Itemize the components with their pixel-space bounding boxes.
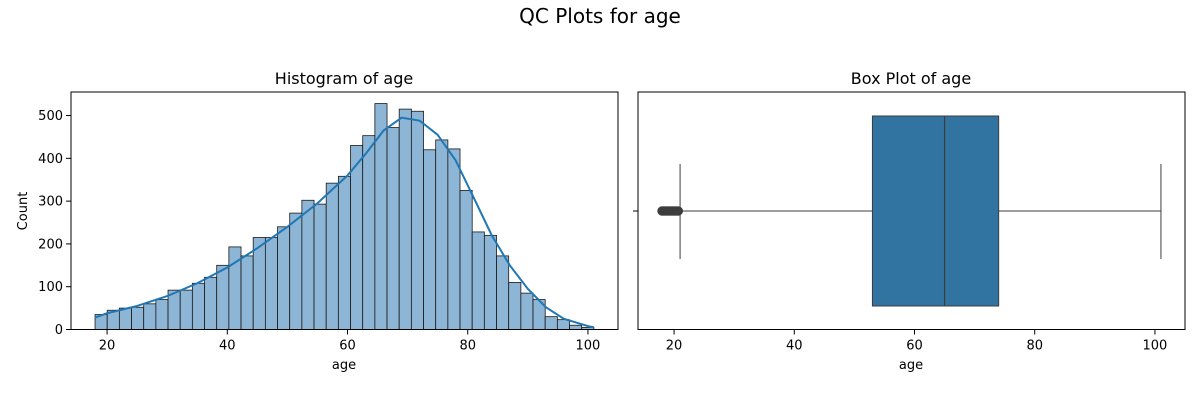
boxplot-panel: Box Plot of age 20 40 60 80 100 age xyxy=(633,69,1186,373)
histogram-bar xyxy=(520,292,534,330)
histogram-y-tick-label: 100 xyxy=(38,280,63,295)
histogram-y-tick-label: 500 xyxy=(38,109,63,124)
histogram-x-tick-label: 40 xyxy=(219,339,236,354)
boxplot-x-tick-label: 20 xyxy=(666,339,683,354)
histogram-bar xyxy=(447,148,461,330)
boxplot-x-label: age xyxy=(899,358,923,373)
histogram-title: Histogram of age xyxy=(275,69,413,88)
histogram-bar xyxy=(301,199,315,330)
boxplot-x-ticks: 20 40 60 80 100 xyxy=(666,329,1168,354)
outlier-point xyxy=(673,206,684,216)
histogram-x-ticks: 20 40 60 80 100 xyxy=(99,329,601,354)
histogram-bar xyxy=(264,237,278,330)
histogram-bar xyxy=(313,203,327,330)
figure-title: QC Plots for age xyxy=(519,4,681,28)
histogram-bar xyxy=(337,175,351,330)
histogram-bar xyxy=(118,307,132,330)
histogram-panel: Histogram of age 20 40 60 80 100 0 100 200 300 4… xyxy=(16,69,619,373)
histogram-bar xyxy=(508,282,522,330)
histogram-bar xyxy=(131,306,145,330)
histogram-bar xyxy=(423,149,437,330)
histogram-bar xyxy=(410,110,424,330)
histogram-bar xyxy=(556,319,570,330)
histogram-bar xyxy=(350,145,364,330)
histogram-bars xyxy=(94,103,595,330)
histogram-bar xyxy=(496,255,510,330)
boxplot-x-tick-label: 80 xyxy=(1026,339,1043,354)
histogram-x-tick-label: 100 xyxy=(576,339,601,354)
histogram-bar xyxy=(252,237,266,330)
histogram-bar xyxy=(386,127,400,330)
histogram-bar xyxy=(374,103,388,330)
histogram-x-label: age xyxy=(332,358,356,373)
histogram-bar xyxy=(544,316,558,330)
histogram-y-tick-label: 200 xyxy=(38,237,63,252)
histogram-y-label: Count xyxy=(16,192,31,231)
histogram-bar xyxy=(191,282,205,330)
histogram-bar xyxy=(483,234,497,330)
boxplot-marks xyxy=(657,115,1162,307)
histogram-bar xyxy=(143,303,157,330)
histogram-bar xyxy=(289,212,303,330)
histogram-y-ticks: 0 100 200 300 400 500 xyxy=(38,109,71,338)
histogram-frame xyxy=(70,91,619,330)
histogram-bar xyxy=(362,135,376,330)
histogram-y-tick-label: 400 xyxy=(38,152,63,167)
histogram-bar xyxy=(155,299,169,330)
histogram-bar xyxy=(435,139,449,330)
histogram-bar xyxy=(204,276,218,330)
interquartile-box xyxy=(871,115,1000,307)
histogram-bar xyxy=(240,255,254,330)
histogram-bar xyxy=(471,231,485,330)
boxplot-x-tick-label: 100 xyxy=(1143,339,1168,354)
boxplot-x-tick-label: 40 xyxy=(786,339,803,354)
histogram-x-tick-label: 60 xyxy=(339,339,356,354)
histogram-bar xyxy=(277,226,291,330)
histogram-bar xyxy=(216,264,230,330)
boxplot-x-tick-label: 60 xyxy=(906,339,923,354)
histogram-bar xyxy=(459,190,473,330)
boxplot-title: Box Plot of age xyxy=(851,69,971,88)
histogram-y-tick-label: 0 xyxy=(55,323,63,338)
histogram-bar xyxy=(398,108,412,330)
histogram-y-tick-label: 300 xyxy=(38,195,63,210)
histogram-x-tick-label: 80 xyxy=(459,339,476,354)
histogram-bar xyxy=(569,324,583,330)
histogram-bar xyxy=(325,182,339,330)
histogram-bar xyxy=(179,289,193,330)
kde-line xyxy=(94,116,595,329)
histogram-x-tick-label: 20 xyxy=(99,339,116,354)
